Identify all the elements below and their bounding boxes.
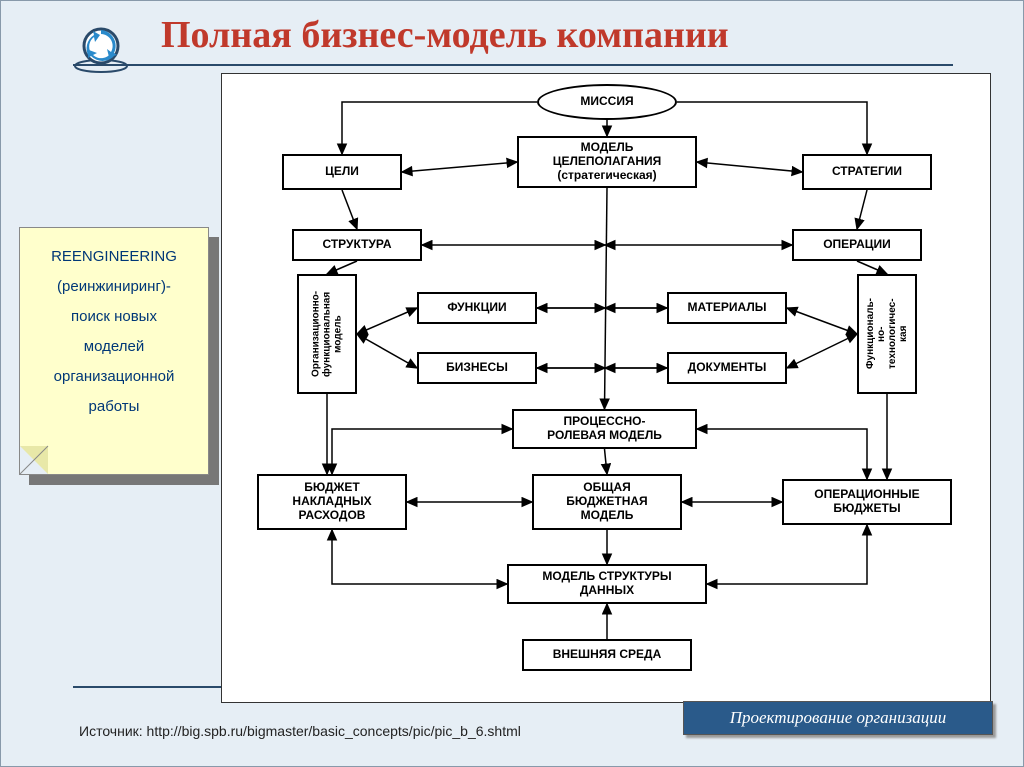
edge-overhead-datastruct bbox=[332, 530, 507, 584]
note-line: REENGINEERING bbox=[28, 242, 200, 272]
note-line: организационной bbox=[28, 362, 200, 392]
node-functions: ФУНКЦИИ bbox=[417, 292, 537, 324]
edge-opbudgets-datastruct bbox=[707, 525, 867, 584]
note-line: (реинжиниринг)- bbox=[28, 272, 200, 302]
note-line: работы bbox=[28, 392, 200, 422]
node-env: ВНЕШНЯЯ СРЕДА bbox=[522, 639, 692, 671]
edge-procrole-generalbud bbox=[605, 449, 608, 474]
edge-goals-structure bbox=[342, 190, 357, 229]
edge-strategies-operations bbox=[857, 190, 867, 229]
edge-mission-strategies bbox=[677, 102, 867, 154]
node-documents: ДОКУМЕНТЫ bbox=[667, 352, 787, 384]
top-rule bbox=[73, 64, 953, 66]
edge-structure-orgfunc bbox=[327, 261, 357, 274]
node-procrole: ПРОЦЕССНО-РОЛЕВАЯ МОДЕЛЬ bbox=[512, 409, 697, 449]
node-operations: ОПЕРАЦИИ bbox=[792, 229, 922, 261]
edge-goalmodel-procrole bbox=[605, 188, 608, 409]
edge-procrole-overhead bbox=[332, 429, 512, 474]
edge-orgfunc-businesses bbox=[357, 334, 417, 368]
node-mission: МИССИЯ bbox=[537, 84, 677, 120]
node-businesses: БИЗНЕСЫ bbox=[417, 352, 537, 384]
edge-procrole-opbudgets bbox=[697, 429, 867, 479]
edge-orgfunc-functions bbox=[357, 308, 417, 334]
side-note: REENGINEERING (реинжиниринг)- поиск новы… bbox=[19, 227, 209, 475]
note-fold-line bbox=[20, 434, 60, 474]
node-overhead: БЮДЖЕТНАКЛАДНЫХРАСХОДОВ bbox=[257, 474, 407, 530]
footer-badge: Проектирование организации bbox=[683, 701, 993, 735]
node-structure: СТРУКТУРА bbox=[292, 229, 422, 261]
edge-functech-materials bbox=[787, 308, 857, 334]
edge-functech-documents bbox=[787, 334, 857, 368]
edge-operations-functech bbox=[857, 261, 887, 274]
source-text: Источник: http://big.spb.ru/bigmaster/ba… bbox=[79, 723, 521, 739]
node-goals: ЦЕЛИ bbox=[282, 154, 402, 190]
node-opbudgets: ОПЕРАЦИОННЫЕБЮДЖЕТЫ bbox=[782, 479, 952, 525]
edge-mission-goals bbox=[342, 102, 537, 154]
page-title: Полная бизнес-модель компании bbox=[161, 13, 729, 57]
node-generalbud: ОБЩАЯБЮДЖЕТНАЯМОДЕЛЬ bbox=[532, 474, 682, 530]
note-line: моделей bbox=[28, 332, 200, 362]
footer-badge-text: Проектирование организации bbox=[730, 708, 947, 728]
node-strategies: СТРАТЕГИИ bbox=[802, 154, 932, 190]
logo-icon bbox=[71, 21, 131, 81]
edge-goalmodel-strategies bbox=[697, 162, 802, 172]
edge-goals-goalmodel bbox=[402, 162, 517, 172]
flowchart-diagram: МИССИЯ ЦЕЛИ МОДЕЛЬЦЕЛЕПОЛАГАНИЯ(стратегиче… bbox=[221, 73, 991, 703]
node-datastruct: МОДЕЛЬ СТРУКТУРЫДАННЫХ bbox=[507, 564, 707, 604]
node-materials: МАТЕРИАЛЫ bbox=[667, 292, 787, 324]
node-goalmodel: МОДЕЛЬЦЕЛЕПОЛАГАНИЯ(стратегическая) bbox=[517, 136, 697, 188]
note-line: поиск новых bbox=[28, 302, 200, 332]
vbox-orgfunc: Организационно-функциональнаямодель bbox=[297, 274, 357, 394]
vbox-functech: Функциональ-но-технологичес-кая bbox=[857, 274, 917, 394]
